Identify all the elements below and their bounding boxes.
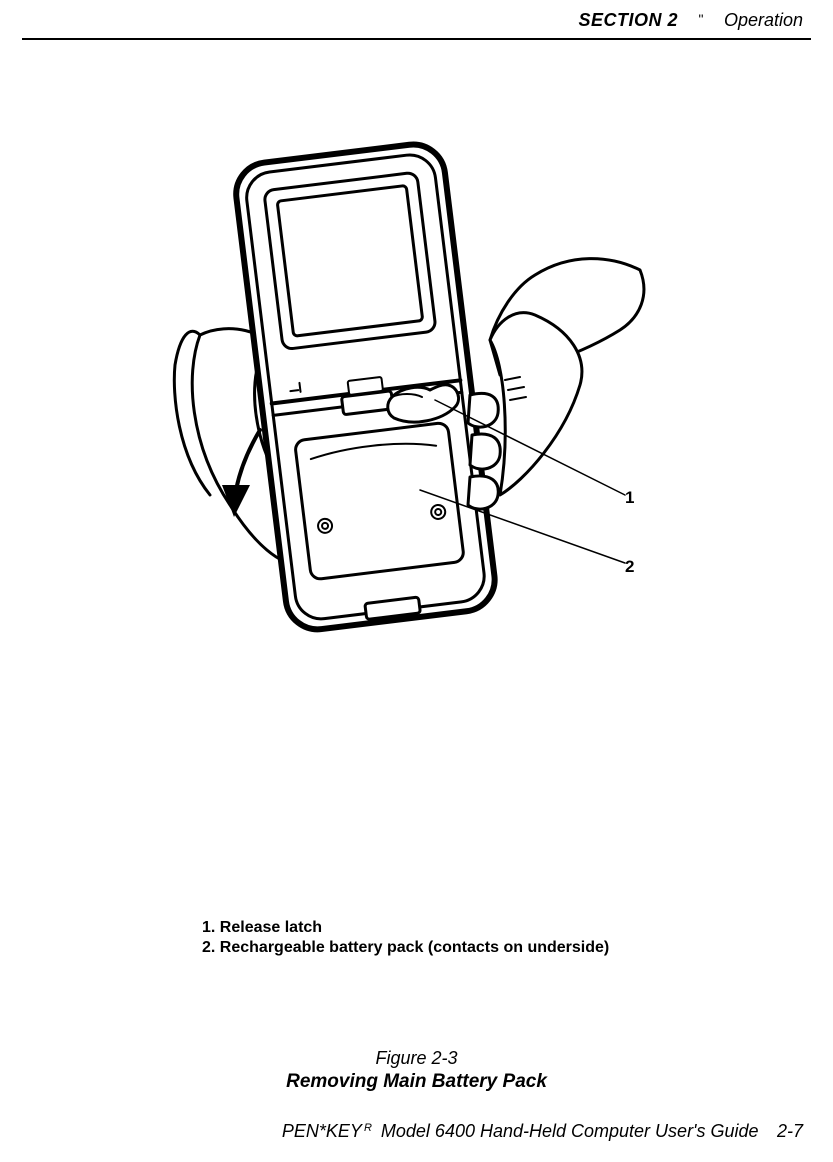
callout-label-2: 2 (625, 557, 634, 577)
header-section: SECTION 2 (579, 10, 679, 30)
figure-illustration (170, 135, 670, 655)
figure-legend: 1. Release latch 2. Rechargeable battery… (202, 918, 609, 958)
figure-title: Removing Main Battery Pack (0, 1071, 833, 1093)
page-header: SECTION 2 " Operation (30, 10, 803, 31)
footer-product-prefix: PEN*KEY (282, 1121, 362, 1141)
footer-registered-mark: R (362, 1122, 376, 1134)
page-footer: PEN*KEYR Model 6400 Hand-Held Computer U… (30, 1121, 803, 1142)
page: SECTION 2 " Operation (0, 0, 833, 1162)
legend-line-2: 2. Rechargeable battery pack (contacts o… (202, 938, 609, 958)
figure-number: Figure 2-3 (0, 1048, 833, 1069)
header-rule (22, 38, 811, 40)
header-chapter-name: Operation (724, 10, 803, 30)
legend-line-1: 1. Release latch (202, 918, 609, 938)
callout-label-1: 1 (625, 488, 634, 508)
footer-product-rest: Model 6400 Hand-Held Computer User's Gui… (376, 1121, 759, 1141)
figure-caption: Figure 2-3 Removing Main Battery Pack (0, 1048, 833, 1093)
footer-page-number: 2-7 (763, 1121, 803, 1141)
header-separator: " (683, 11, 720, 27)
